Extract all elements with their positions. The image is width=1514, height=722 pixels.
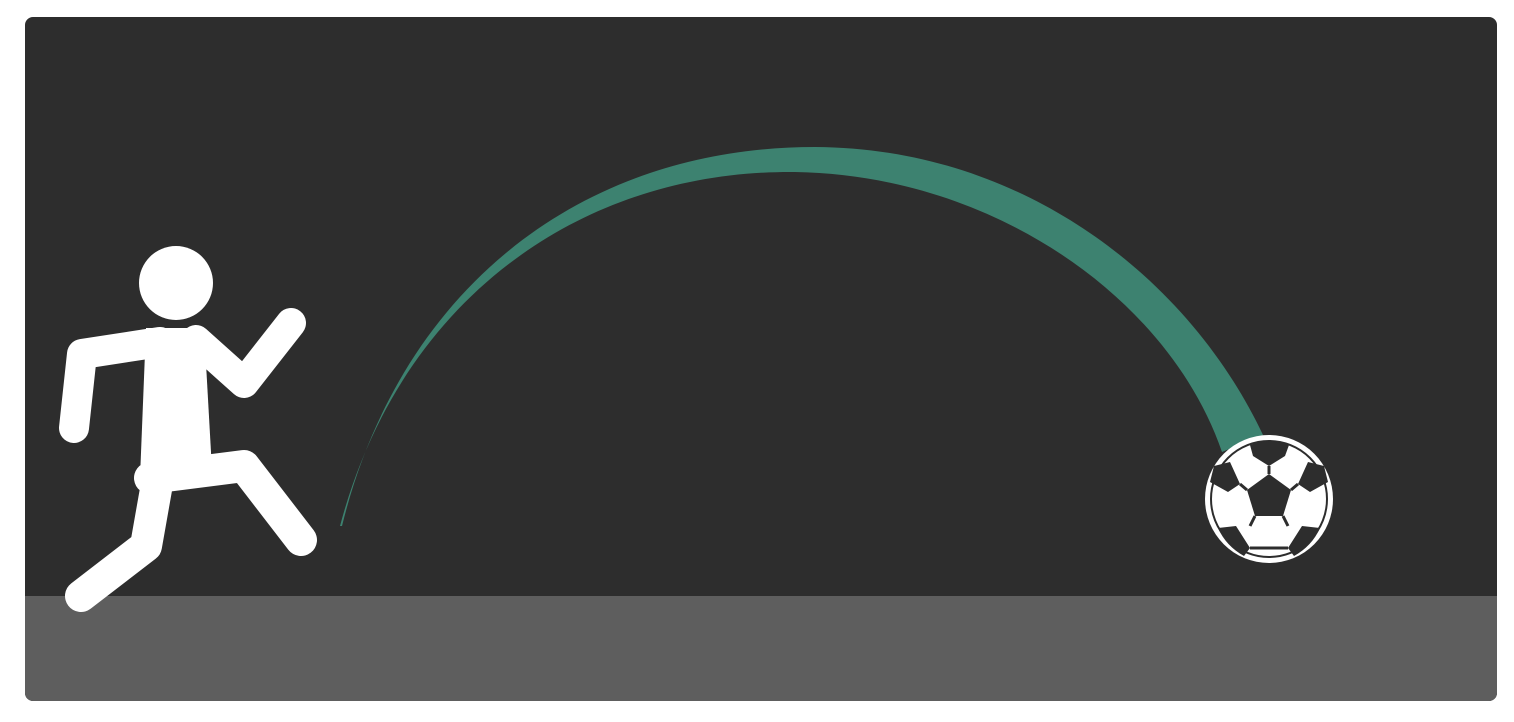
player-head — [139, 246, 213, 320]
player-front-arm — [181, 308, 306, 398]
scene-drawing — [59, 147, 1333, 612]
ball-seams — [1239, 466, 1299, 550]
ball-bottom-left-patch — [1218, 526, 1250, 556]
ball-left-patch — [1210, 462, 1240, 492]
player-back-arm — [59, 327, 175, 443]
ball-center-patch — [1247, 474, 1291, 516]
player-back-leg — [65, 462, 174, 612]
ground-strip — [25, 596, 1497, 701]
running-person-icon — [59, 246, 317, 612]
player-torso — [140, 328, 212, 478]
illustration-panel — [25, 17, 1497, 701]
ball-arc-trail — [340, 147, 1263, 526]
ball-bottom-right-patch — [1288, 526, 1320, 556]
ball-right-patch — [1298, 462, 1328, 492]
ball-top-patch — [1250, 441, 1289, 466]
soccer-ball-icon — [1205, 435, 1333, 563]
player-front-leg — [134, 450, 317, 556]
